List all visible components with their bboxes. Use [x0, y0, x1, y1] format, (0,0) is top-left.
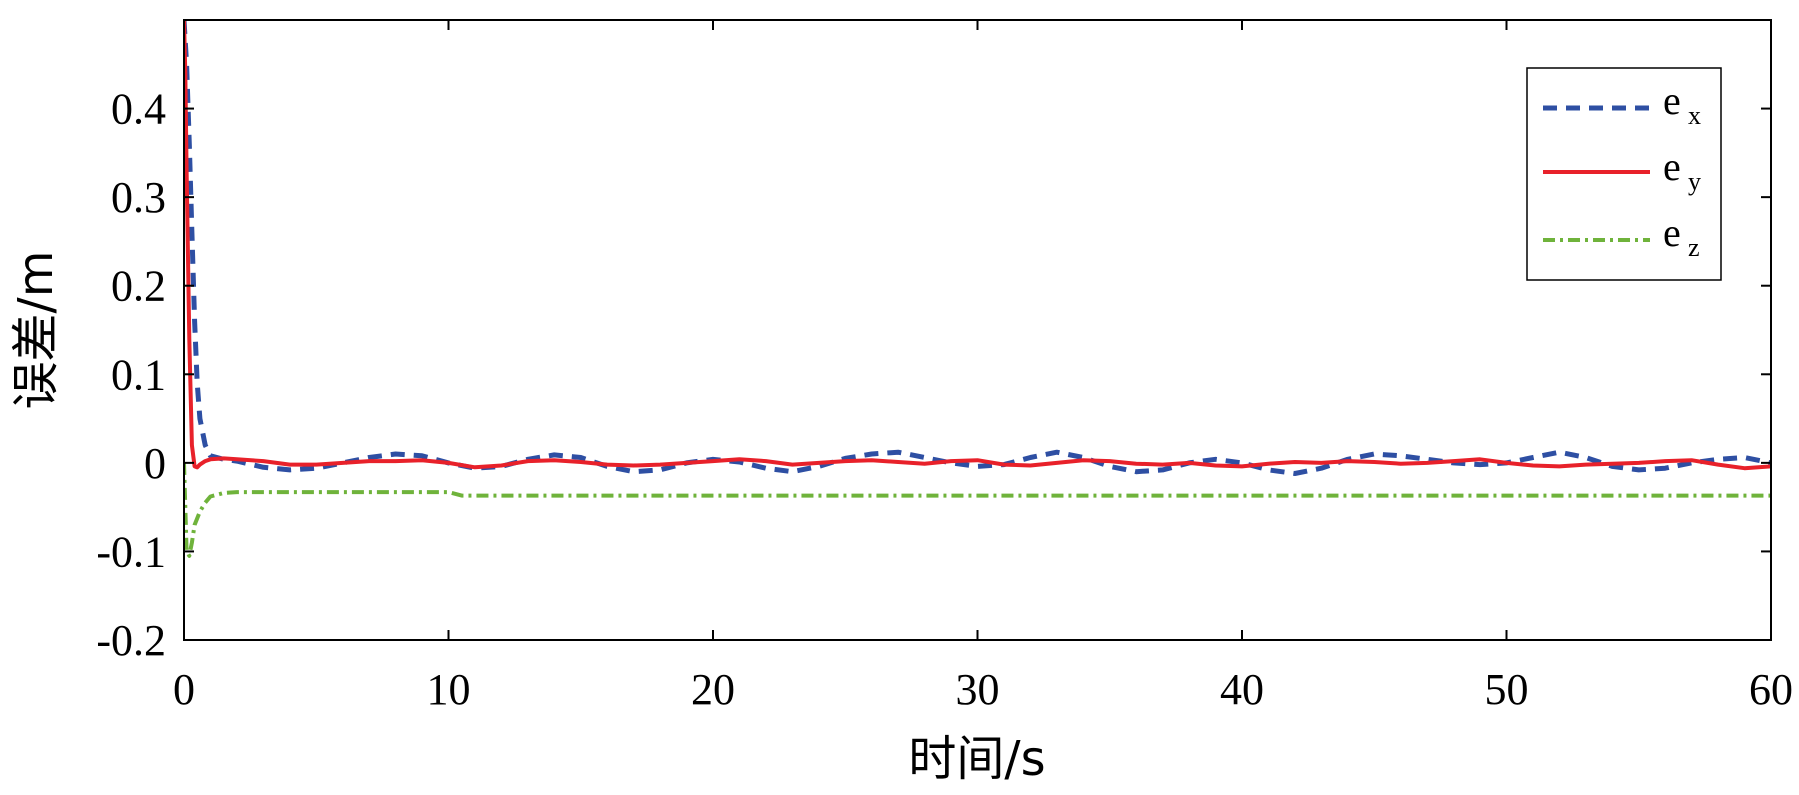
legend-sub-ey: y: [1688, 167, 1701, 196]
series-line-ex: [184, 20, 1771, 476]
x-tick-label: 50: [1485, 665, 1529, 714]
y-tick-label: 0: [144, 439, 166, 488]
ticks-layer: [183, 20, 1772, 641]
legend-label-ex: e: [1663, 78, 1681, 123]
legend-sub-ex: x: [1688, 101, 1701, 130]
y-tick-label: 0.4: [111, 85, 166, 134]
y-axis-label: 误差/m: [8, 251, 64, 410]
y-tick-label: -0.2: [96, 616, 166, 665]
legend-sub-ez: z: [1688, 233, 1700, 262]
x-tick-label: 30: [956, 665, 1000, 714]
series-line-ez: [184, 462, 1771, 558]
legend-label-ey: e: [1663, 144, 1681, 189]
x-axis-label: 时间/s: [908, 731, 1045, 787]
y-tick-label: 0.1: [111, 350, 166, 399]
tick-labels: 0 10 20 30 40 50 60 -0.2 -0.1 0 0.1 0.2 0.3 0.4: [96, 85, 1793, 714]
x-tick-label: 0: [173, 665, 195, 714]
y-tick-label: 0.3: [111, 173, 166, 222]
y-tick-label: 0.2: [111, 262, 166, 311]
x-tick-label: 20: [691, 665, 735, 714]
x-tick-label: 40: [1220, 665, 1264, 714]
legend-label-ez: e: [1663, 210, 1681, 255]
legend: e x e y e z: [1526, 67, 1722, 281]
y-tick-label: -0.1: [96, 527, 166, 576]
series-line-ey: [184, 20, 1771, 471]
x-tick-label: 10: [427, 665, 471, 714]
series-layer: [184, 20, 1771, 558]
x-tick-label: 60: [1749, 665, 1793, 714]
